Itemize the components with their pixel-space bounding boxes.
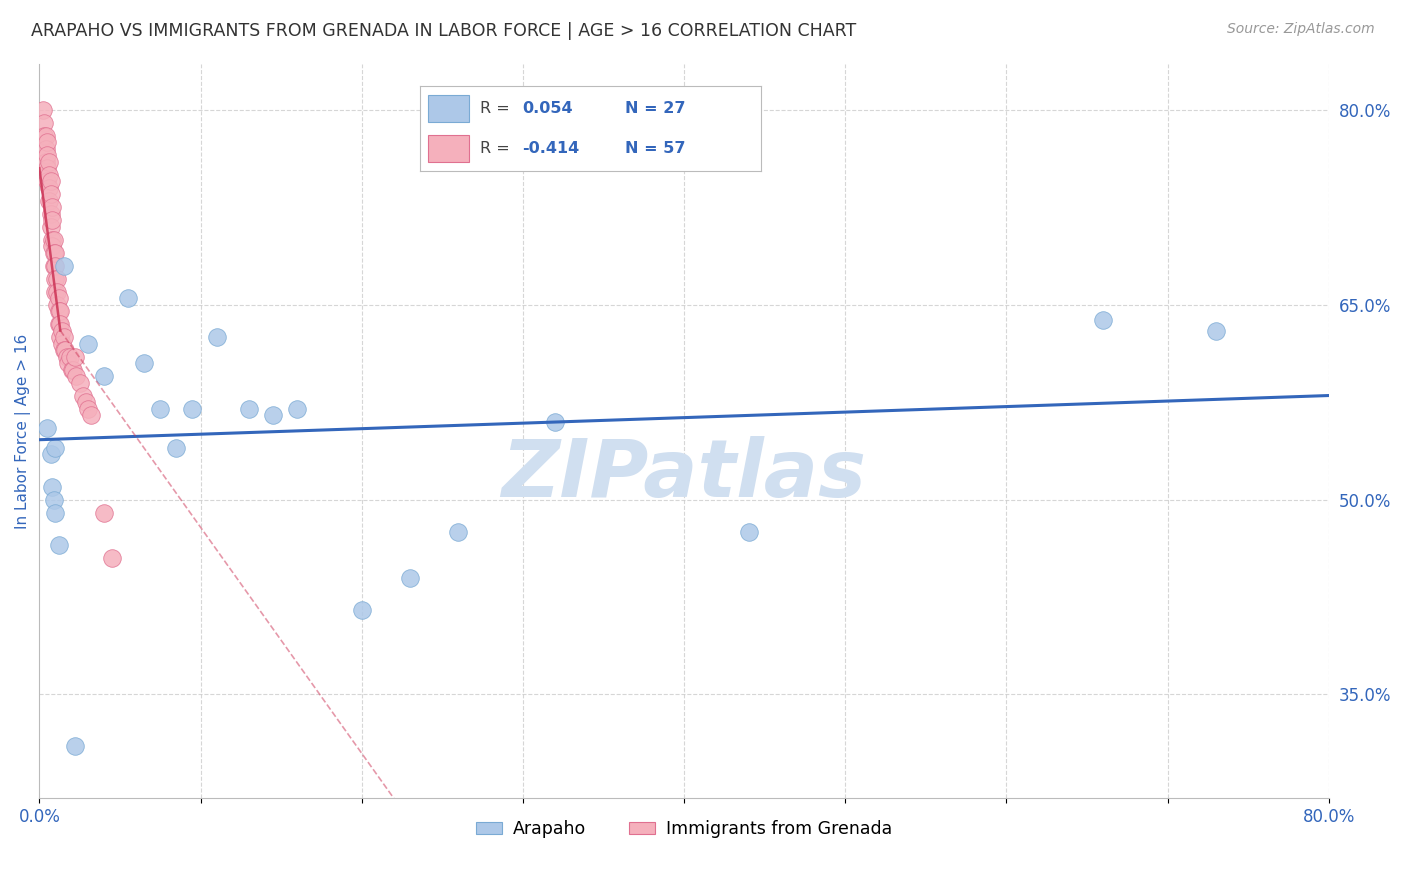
Point (35, 154, 58, 169)
Point (69, 376, 91, 390)
Point (60, 362, 83, 376)
Point (41, 479, 63, 493)
Point (93, 369, 115, 384)
Point (44, 506, 66, 520)
Point (59, 350, 82, 364)
Point (37, 174, 59, 188)
Point (31, 103, 53, 117)
Point (42, 492, 65, 507)
Point (39, 219, 62, 234)
Point (49, 330, 72, 344)
Point (42, 233, 65, 247)
Point (238, 401, 260, 416)
Point (38, 154, 60, 169)
Point (75, 395, 97, 409)
Point (63, 350, 86, 364)
Point (38, 168, 60, 182)
Point (39, 187, 62, 202)
Point (38, 180, 60, 194)
Point (39, 447, 62, 461)
Y-axis label: In Labor Force | Age > 16: In Labor Force | Age > 16 (15, 334, 31, 529)
Point (49, 304, 72, 318)
Point (52, 330, 75, 344)
Text: Source: ZipAtlas.com: Source: ZipAtlas.com (1227, 22, 1375, 37)
Point (52, 259, 75, 273)
Point (48, 304, 70, 318)
Point (51, 324, 73, 338)
Point (37, 148, 59, 162)
Point (52, 343, 75, 357)
Point (44, 441, 66, 455)
Point (63, 739, 86, 754)
Point (76, 401, 98, 416)
Point (93, 506, 115, 520)
Point (41, 233, 63, 247)
Point (181, 401, 204, 416)
Point (132, 356, 155, 370)
Point (49, 317, 72, 331)
Point (48, 317, 70, 331)
Point (41, 239, 63, 253)
Point (35, 128, 58, 143)
Point (447, 524, 470, 539)
Point (285, 401, 308, 416)
Point (48, 538, 70, 552)
Point (44, 259, 66, 273)
Point (1092, 313, 1115, 327)
Point (39, 206, 62, 220)
Point (53, 343, 76, 357)
Point (76, 336, 98, 351)
Point (65, 369, 87, 384)
Point (737, 524, 759, 539)
Point (262, 408, 284, 422)
Point (37, 421, 59, 435)
Point (39, 174, 62, 188)
Point (205, 330, 228, 344)
Point (149, 401, 172, 416)
Point (544, 415, 567, 429)
Point (399, 570, 422, 584)
Point (51, 336, 73, 351)
Point (48, 291, 70, 305)
Text: ARAPAHO VS IMMIGRANTS FROM GRENADA IN LABOR FORCE | AGE > 16 CORRELATION CHART: ARAPAHO VS IMMIGRANTS FROM GRENADA IN LA… (31, 22, 856, 40)
Point (46, 297, 69, 311)
Point (117, 291, 139, 305)
Point (44, 271, 66, 285)
Point (46, 271, 69, 285)
Point (44, 285, 66, 299)
Point (62, 362, 84, 376)
Point (80, 408, 103, 422)
Point (41, 200, 63, 214)
Point (58, 356, 80, 370)
Point (35, 142, 58, 156)
Point (32, 128, 55, 143)
Point (37, 135, 59, 149)
Point (37, 161, 59, 175)
Point (41, 213, 63, 227)
Text: ZIPatlas: ZIPatlas (502, 436, 866, 515)
Point (165, 441, 187, 455)
Point (42, 245, 65, 260)
Point (55, 350, 77, 364)
Point (38, 194, 60, 208)
Point (46, 285, 69, 299)
Point (32, 115, 55, 129)
Point (101, 551, 124, 566)
Point (350, 603, 373, 617)
Point (72, 388, 94, 402)
Point (44, 245, 66, 260)
Legend: Arapaho, Immigrants from Grenada: Arapaho, Immigrants from Grenada (470, 813, 898, 845)
Point (1205, 324, 1227, 338)
Point (42, 259, 65, 273)
